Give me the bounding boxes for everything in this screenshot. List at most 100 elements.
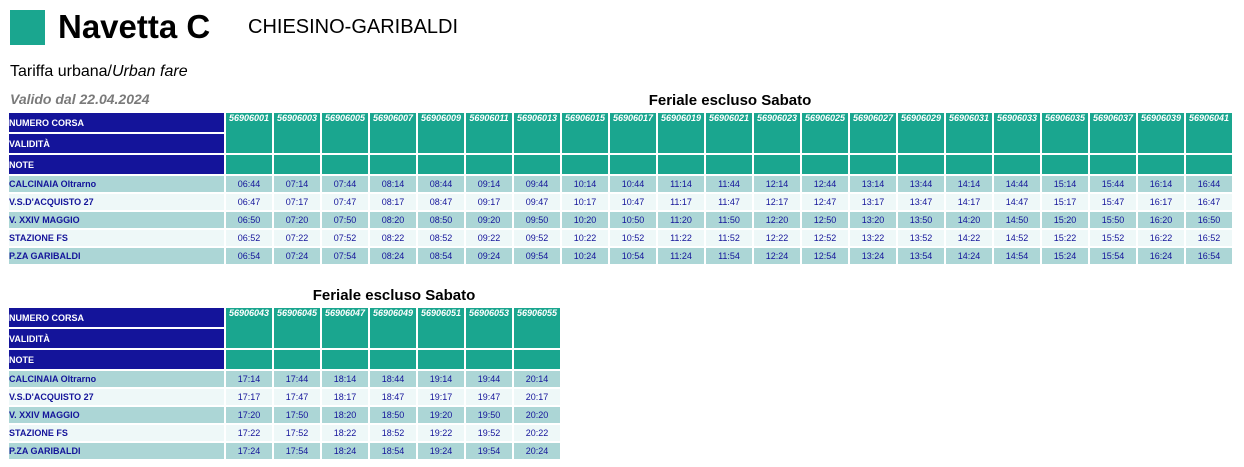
departure-time: 08:50 — [418, 212, 464, 228]
departure-time: 20:22 — [514, 425, 560, 441]
departure-time: 11:24 — [658, 248, 704, 264]
table-row: V. XXIV MAGGIO 06:50 07:20 07:50 08:20 08:50 0… — [9, 212, 1232, 228]
trip-number: 56906039 — [1138, 113, 1184, 153]
trip-number: 56906003 — [274, 113, 320, 153]
table-row: CALCINAIA Oltrarno 06:44 07:14 07:44 08:14 08… — [9, 176, 1232, 192]
note-cell — [658, 155, 704, 174]
departure-time: 08:52 — [418, 230, 464, 246]
departure-time: 12:47 — [802, 194, 848, 210]
departure-time: 06:50 — [226, 212, 272, 228]
trip-number: 56906045 — [274, 308, 320, 348]
departure-time: 16:24 — [1138, 248, 1184, 264]
departure-time: 14:47 — [994, 194, 1040, 210]
departure-time: 18:50 — [370, 407, 416, 423]
departure-time: 07:17 — [274, 194, 320, 210]
page-title: Navetta C — [58, 8, 211, 45]
departure-time: 19:52 — [466, 425, 512, 441]
trip-number: 56906021 — [706, 113, 752, 153]
departure-time: 08:22 — [370, 230, 416, 246]
departure-time: 16:47 — [1186, 194, 1232, 210]
departure-time: 19:22 — [418, 425, 464, 441]
departure-time: 19:14 — [418, 371, 464, 387]
departure-time: 18:20 — [322, 407, 368, 423]
note-cell — [994, 155, 1040, 174]
departure-time: 17:22 — [226, 425, 272, 441]
departure-time: 15:17 — [1042, 194, 1088, 210]
departure-time: 18:24 — [322, 443, 368, 459]
departure-time: 15:47 — [1090, 194, 1136, 210]
trip-number: 56906049 — [370, 308, 416, 348]
departure-time: 13:50 — [898, 212, 944, 228]
note-cell — [754, 155, 800, 174]
stop-name: STAZIONE FS — [9, 425, 224, 441]
notes-label: NOTE — [9, 350, 224, 369]
departure-time: 11:50 — [706, 212, 752, 228]
departure-time: 14:52 — [994, 230, 1040, 246]
departure-time: 19:50 — [466, 407, 512, 423]
note-cell — [226, 350, 272, 369]
trip-number-row: NUMERO CORSA 56906001 56906003 56906005 5690… — [9, 113, 1232, 153]
trip-number: 56906023 — [754, 113, 800, 153]
departure-time: 11:22 — [658, 230, 704, 246]
departure-time: 11:14 — [658, 176, 704, 192]
trip-number: 56906019 — [658, 113, 704, 153]
trip-number: 56906015 — [562, 113, 608, 153]
departure-time: 06:54 — [226, 248, 272, 264]
departure-time: 17:44 — [274, 371, 320, 387]
note-cell — [850, 155, 896, 174]
trip-number: 56906027 — [850, 113, 896, 153]
trip-number-row: NUMERO CORSA 56906043 56906045 56906047 5690… — [9, 308, 560, 348]
departure-time: 12:14 — [754, 176, 800, 192]
table-row: STAZIONE FS 17:22 17:52 18:22 18:52 19:22 19:5… — [9, 425, 560, 441]
departure-time: 17:24 — [226, 443, 272, 459]
table-row: P.ZA GARIBALDI 06:54 07:24 07:54 08:24 08:54 0… — [9, 248, 1232, 264]
departure-time: 09:17 — [466, 194, 512, 210]
validity-date: Valido dal 22.04.2024 — [10, 91, 150, 107]
departure-time: 13:17 — [850, 194, 896, 210]
departure-time: 09:22 — [466, 230, 512, 246]
departure-time: 12:52 — [802, 230, 848, 246]
note-cell — [370, 350, 416, 369]
departure-time: 08:47 — [418, 194, 464, 210]
departure-time: 14:24 — [946, 248, 992, 264]
departure-time: 15:44 — [1090, 176, 1136, 192]
departure-time: 10:17 — [562, 194, 608, 210]
departure-time: 14:50 — [994, 212, 1040, 228]
departure-time: 07:47 — [322, 194, 368, 210]
departure-time: 09:54 — [514, 248, 560, 264]
departure-time: 12:17 — [754, 194, 800, 210]
departure-time: 06:52 — [226, 230, 272, 246]
departure-time: 17:17 — [226, 389, 272, 405]
departure-time: 16:52 — [1186, 230, 1232, 246]
trip-number: 56906005 — [322, 113, 368, 153]
departure-time: 09:44 — [514, 176, 560, 192]
notes-row: NOTE — [9, 155, 1232, 174]
departure-time: 09:52 — [514, 230, 560, 246]
departure-time: 15:52 — [1090, 230, 1136, 246]
trip-number: 56906041 — [1186, 113, 1232, 153]
trip-number: 56906029 — [898, 113, 944, 153]
departure-time: 12:54 — [802, 248, 848, 264]
departure-time: 13:20 — [850, 212, 896, 228]
departure-time: 14:20 — [946, 212, 992, 228]
fare-label: Tariffa urbana/Urban fare — [10, 62, 188, 82]
fare-english: Urban fare — [112, 63, 188, 80]
departure-time: 17:47 — [274, 389, 320, 405]
departure-time: 14:22 — [946, 230, 992, 246]
note-cell — [946, 155, 992, 174]
departure-time: 17:14 — [226, 371, 272, 387]
departure-time: 17:50 — [274, 407, 320, 423]
departure-time: 20:14 — [514, 371, 560, 387]
departure-time: 14:17 — [946, 194, 992, 210]
departure-time: 12:24 — [754, 248, 800, 264]
departure-time: 09:47 — [514, 194, 560, 210]
departure-time: 14:54 — [994, 248, 1040, 264]
note-cell — [514, 350, 560, 369]
note-cell — [322, 350, 368, 369]
note-cell — [562, 155, 608, 174]
timetable-2: NUMERO CORSA 56906043 56906045 56906047 5690… — [7, 306, 562, 461]
trip-number: 56906043 — [226, 308, 272, 348]
departure-time: 13:54 — [898, 248, 944, 264]
trip-number: 56906007 — [370, 113, 416, 153]
departure-time: 13:14 — [850, 176, 896, 192]
